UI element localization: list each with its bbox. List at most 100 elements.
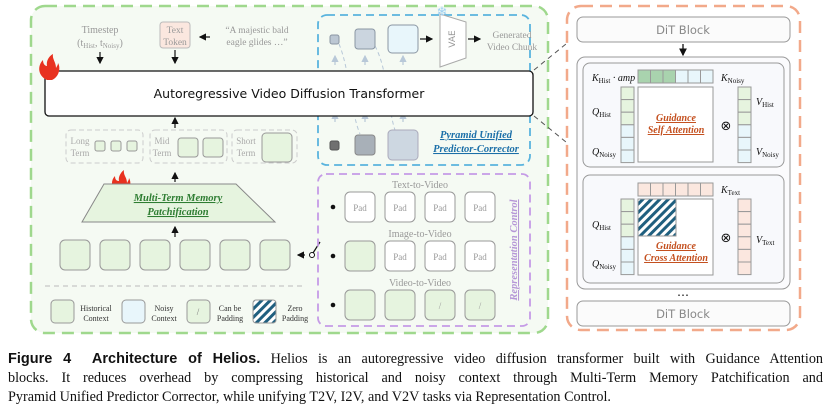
legend-padding-swatch	[186, 299, 211, 324]
padding-frame	[384, 191, 416, 223]
historical-context-frame	[464, 289, 496, 321]
pred-latent-large	[387, 129, 419, 161]
key-token	[675, 69, 689, 84]
legend-zero-pad-label: Padding	[282, 314, 308, 323]
dashed-connector	[533, 43, 567, 143]
value-token	[737, 111, 752, 126]
value-token	[737, 124, 752, 138]
legend-zero-pad-swatch	[252, 299, 277, 324]
query-token	[620, 86, 635, 101]
noisy-latent-large	[387, 24, 419, 54]
mode-label: Image-to-Video	[388, 229, 451, 240]
dit-block-top	[576, 16, 791, 43]
frame-label: Pad	[393, 203, 407, 213]
query-token	[620, 136, 635, 151]
vae-trapezoid	[439, 13, 467, 68]
timestep-args: (tHist, tNoisy)	[77, 38, 123, 50]
historical-context-frame	[179, 239, 211, 271]
mid-term-patch	[177, 137, 199, 158]
q-hist-label: QHist	[592, 220, 611, 232]
frame-label: Pad	[433, 252, 447, 262]
text-value-token	[737, 248, 752, 263]
historical-context-frame	[99, 239, 131, 271]
value-token	[737, 86, 752, 101]
text-value-token	[737, 236, 752, 250]
padding-frame	[424, 240, 456, 272]
prompt-text: eagle glides …”	[226, 38, 287, 48]
transformer-title: Autoregressive Video Diffusion Transform…	[154, 86, 426, 101]
q-hist-label: QHist	[592, 107, 611, 119]
multiply-icon: ⊗	[721, 231, 732, 246]
figure-number: Figure 4	[8, 351, 72, 367]
historical-context-frame	[139, 239, 171, 271]
key-token	[700, 69, 714, 84]
text-value-token	[737, 198, 752, 213]
key-token	[650, 69, 664, 84]
query-token	[620, 211, 635, 225]
frame-label: Pad	[433, 203, 447, 213]
frame-label: Pad	[353, 203, 367, 213]
caption-line: blocks. It reduces overhead by compressi…	[8, 370, 823, 386]
long-term-patch	[110, 140, 122, 152]
frame-label: Pad	[393, 252, 407, 262]
legend-noisy-label: Noisy	[154, 304, 173, 313]
text-value-token	[737, 261, 752, 276]
pred-latent-mid	[354, 134, 376, 156]
query-token	[620, 198, 635, 213]
historical-context-frame	[424, 289, 456, 321]
text-token-label: Token	[163, 38, 187, 48]
dit-block-label: DiT Block	[656, 307, 710, 321]
q-noisy-label: QNoisy	[592, 147, 616, 159]
padding-frame	[464, 240, 496, 272]
historical-context-frame	[344, 240, 376, 272]
historical-context-frame	[259, 239, 291, 271]
legend-can-pad-label: Padding	[217, 314, 243, 323]
switch-pivot	[309, 252, 315, 258]
patchification-label: Multi-Term Memory	[133, 193, 223, 204]
text-token-box	[159, 21, 191, 49]
caption-line: Pyramid Unified Predictor Corrector, whi…	[8, 389, 611, 405]
mode-label: Text-to-Video	[392, 180, 448, 191]
long-term-patch	[126, 140, 138, 152]
text-key-token	[650, 182, 664, 197]
v-hist-label: VHist	[756, 97, 774, 109]
query-token	[620, 99, 635, 113]
v-noisy-label: VNoisy	[756, 147, 779, 159]
key-token	[637, 69, 651, 84]
self-attention-matrix	[637, 86, 714, 163]
legend-noisy-label: Context	[151, 314, 177, 323]
transformer-block	[44, 70, 534, 117]
query-token	[620, 149, 635, 164]
noisy-latent-mid	[354, 28, 376, 50]
text-key-token	[675, 182, 689, 197]
v-text-label: VText	[756, 235, 775, 247]
legend-historical-label: Historical	[80, 304, 112, 313]
text-key-token	[637, 182, 651, 197]
frame-label: Pad	[473, 203, 487, 213]
frame-label: Pad	[473, 252, 487, 262]
figure-caption: Figure 4 Architecture of Helios. Helios …	[8, 350, 823, 407]
padding-frame	[384, 240, 416, 272]
mid-term-label: Mid	[154, 136, 170, 146]
vae-label: VAE	[448, 30, 458, 48]
patchification-trapezoid	[81, 183, 277, 223]
padding-frame	[464, 191, 496, 223]
text-key-token	[700, 182, 714, 197]
mode-selector-dot	[330, 204, 336, 210]
dit-block-label: DiT Block	[656, 23, 710, 37]
short-term-group	[231, 129, 298, 164]
pred-latent-small	[329, 140, 340, 151]
dit-block-bottom	[576, 300, 791, 327]
fire-icon	[39, 54, 60, 80]
multiply-icon: ⊗	[721, 119, 732, 134]
query-token	[620, 261, 635, 276]
short-term-label: Term	[237, 148, 256, 158]
self-attention-title: Self Attention	[648, 125, 705, 136]
historical-context-frame	[59, 239, 91, 271]
text-value-token	[737, 211, 752, 225]
historical-context-frame	[219, 239, 251, 271]
generated-chunk-label: Video Chunk	[487, 43, 538, 53]
text-value-token	[737, 223, 752, 238]
representation-panel	[317, 173, 531, 327]
long-term-patch	[94, 140, 106, 152]
